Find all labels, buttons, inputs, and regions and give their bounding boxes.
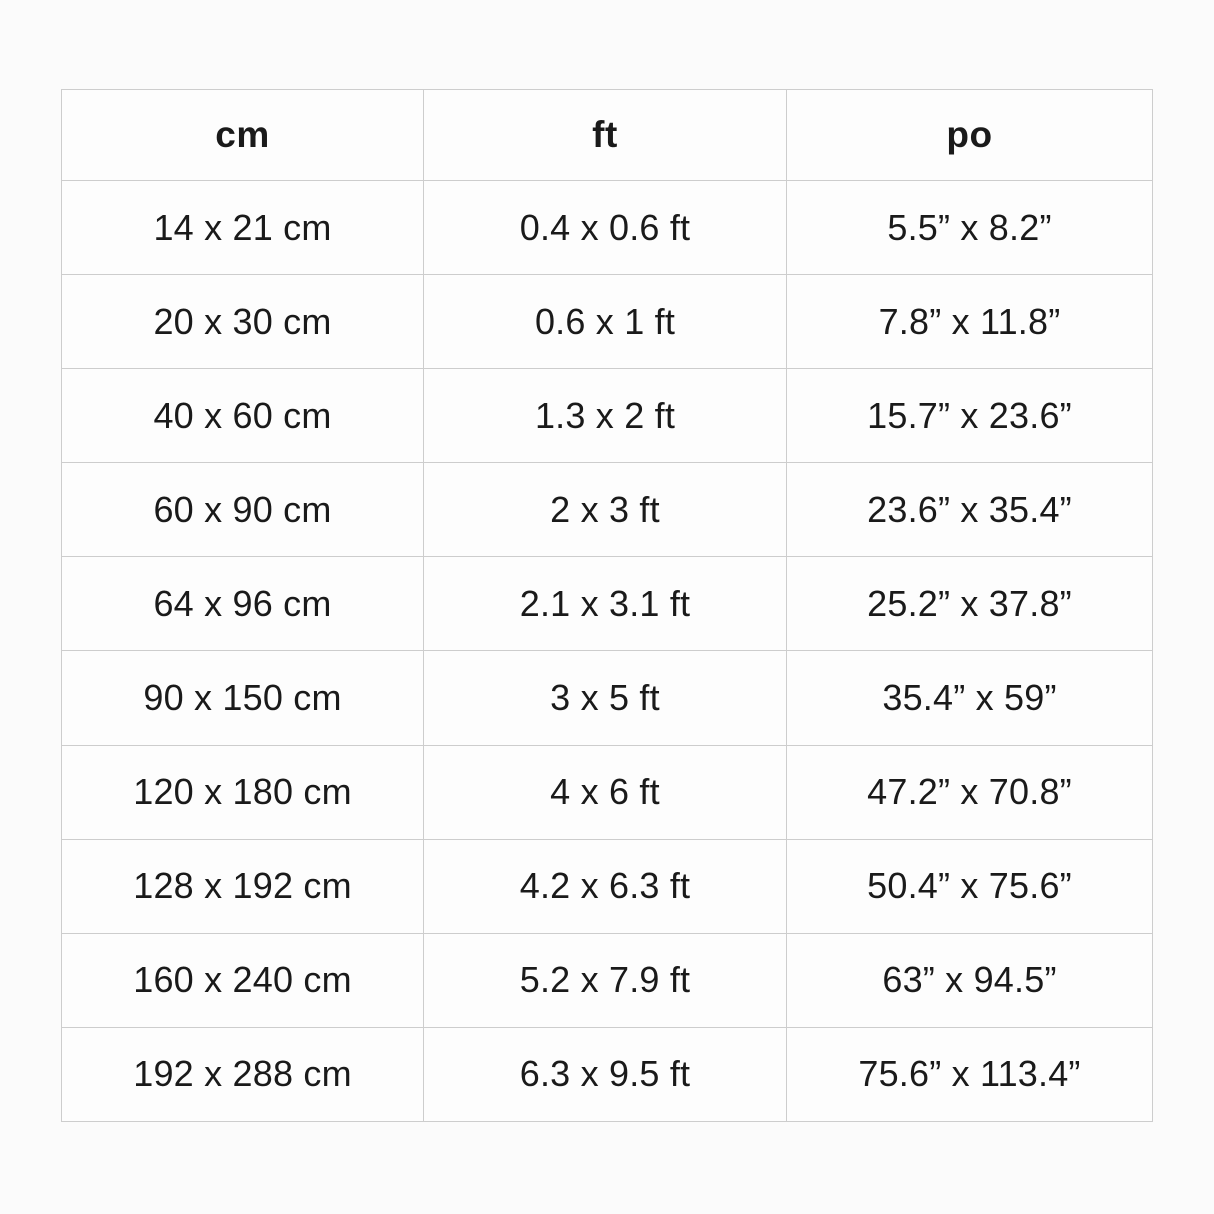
cell-po: 47.2” x 70.8” (786, 744, 1153, 840)
cell-ft: 1.3 x 2 ft (423, 368, 787, 464)
cell-cm: 64 x 96 cm (61, 556, 424, 652)
conversion-table-container: cm ft po 14 x 21 cm 0.4 x 0.6 ft 5.5” x 8.… (61, 89, 1153, 1123)
cell-cm: 128 x 192 cm (61, 838, 424, 934)
cell-ft: 3 x 5 ft (423, 650, 787, 746)
cell-ft: 2 x 3 ft (423, 462, 787, 558)
cell-po: 7.8” x 11.8” (786, 274, 1153, 370)
table-row: 60 x 90 cm 2 x 3 ft 23.6” x 35.4” (61, 462, 1153, 558)
cell-cm: 192 x 288 cm (61, 1026, 424, 1123)
cell-ft: 0.4 x 0.6 ft (423, 179, 787, 276)
table-row: 128 x 192 cm 4.2 x 6.3 ft 50.4” x 75.6” (61, 838, 1153, 934)
cell-ft: 6.3 x 9.5 ft (423, 1026, 787, 1123)
cell-po: 23.6” x 35.4” (786, 462, 1153, 558)
table-row: 192 x 288 cm 6.3 x 9.5 ft 75.6” x 113.4” (61, 1026, 1153, 1123)
table-body: 14 x 21 cm 0.4 x 0.6 ft 5.5” x 8.2” 20 x 30… (61, 179, 1153, 1123)
column-header-cm: cm (61, 89, 424, 181)
table-row: 120 x 180 cm 4 x 6 ft 47.2” x 70.8” (61, 744, 1153, 840)
cell-cm: 60 x 90 cm (61, 462, 424, 558)
table-row: 64 x 96 cm 2.1 x 3.1 ft 25.2” x 37.8” (61, 556, 1153, 652)
table-row: 90 x 150 cm 3 x 5 ft 35.4” x 59” (61, 650, 1153, 746)
table-row: 20 x 30 cm 0.6 x 1 ft 7.8” x 11.8” (61, 274, 1153, 370)
column-header-po: po (786, 89, 1153, 181)
cell-po: 5.5” x 8.2” (786, 179, 1153, 276)
table-row: 160 x 240 cm 5.2 x 7.9 ft 63” x 94.5” (61, 932, 1153, 1028)
cell-cm: 160 x 240 cm (61, 932, 424, 1028)
cell-po: 25.2” x 37.8” (786, 556, 1153, 652)
cell-po: 15.7” x 23.6” (786, 368, 1153, 464)
cell-po: 75.6” x 113.4” (786, 1026, 1153, 1123)
cell-cm: 14 x 21 cm (61, 179, 424, 276)
cell-cm: 20 x 30 cm (61, 274, 424, 370)
column-header-ft: ft (423, 89, 787, 181)
cell-po: 63” x 94.5” (786, 932, 1153, 1028)
cell-cm: 40 x 60 cm (61, 368, 424, 464)
cell-po: 50.4” x 75.6” (786, 838, 1153, 934)
table-header-row: cm ft po (61, 89, 1153, 181)
cell-ft: 5.2 x 7.9 ft (423, 932, 787, 1028)
cell-po: 35.4” x 59” (786, 650, 1153, 746)
cell-ft: 0.6 x 1 ft (423, 274, 787, 370)
table-header: cm ft po (61, 89, 1153, 181)
cell-cm: 90 x 150 cm (61, 650, 424, 746)
cell-ft: 4.2 x 6.3 ft (423, 838, 787, 934)
cell-ft: 4 x 6 ft (423, 744, 787, 840)
table-row: 40 x 60 cm 1.3 x 2 ft 15.7” x 23.6” (61, 368, 1153, 464)
table-row: 14 x 21 cm 0.4 x 0.6 ft 5.5” x 8.2” (61, 179, 1153, 276)
size-conversion-table: cm ft po 14 x 21 cm 0.4 x 0.6 ft 5.5” x 8.… (61, 89, 1153, 1123)
cell-cm: 120 x 180 cm (61, 744, 424, 840)
cell-ft: 2.1 x 3.1 ft (423, 556, 787, 652)
